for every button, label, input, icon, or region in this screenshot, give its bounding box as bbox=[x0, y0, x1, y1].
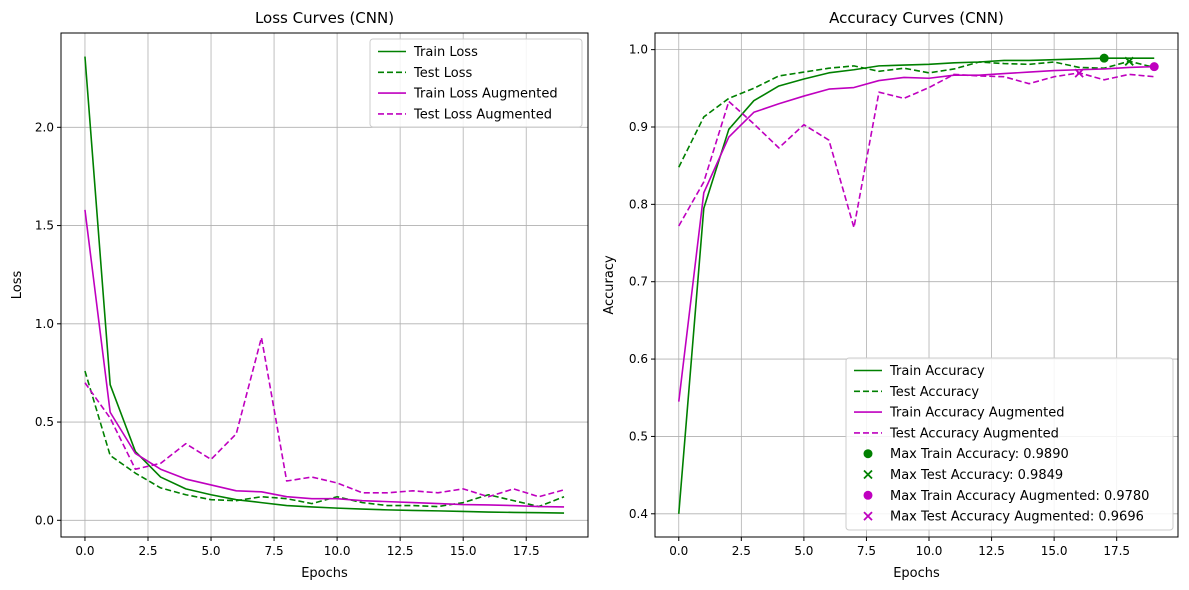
x-tick-label: 15.0 bbox=[1041, 544, 1068, 558]
y-tick-label: 2.0 bbox=[35, 120, 54, 134]
y-tick-label: 0.7 bbox=[629, 275, 648, 289]
x-tick-label: 5.0 bbox=[794, 544, 813, 558]
y-tick-label: 0.5 bbox=[35, 415, 54, 429]
y-axis-label: Loss bbox=[10, 271, 25, 300]
y-tick-label: 1.5 bbox=[35, 219, 54, 233]
x-tick-label: 5.0 bbox=[201, 544, 220, 558]
x-tick-label: 7.5 bbox=[265, 544, 284, 558]
legend-entry: Test Accuracy bbox=[889, 385, 979, 400]
y-tick-label: 0.9 bbox=[629, 120, 648, 134]
legend-entry: Train Loss Augmented bbox=[413, 87, 558, 102]
max-marker-2 bbox=[1124, 56, 1134, 66]
x-tick-label: 0.0 bbox=[669, 544, 688, 558]
legend-entry: Max Train Accuracy Augmented: 0.9780 bbox=[890, 489, 1149, 504]
legend-entry: Test Loss bbox=[413, 66, 472, 81]
legend-entry: Max Test Accuracy: 0.9849 bbox=[890, 468, 1063, 483]
legend: Train Loss Test Loss Train Loss Augmented T… bbox=[369, 38, 583, 128]
x-tick-label: 0.0 bbox=[75, 544, 94, 558]
series-line-4 bbox=[84, 336, 565, 498]
max-marker-3 bbox=[1149, 62, 1159, 72]
legend-marker bbox=[863, 511, 873, 521]
chart-title: Accuracy Curves (CNN) bbox=[829, 9, 1004, 27]
series-line-1 bbox=[84, 56, 565, 514]
legend-box bbox=[845, 357, 1174, 531]
legend-entry: Train Loss bbox=[413, 45, 478, 60]
legend-entry: Max Test Accuracy Augmented: 0.9696 bbox=[890, 510, 1144, 525]
series-line-4 bbox=[678, 72, 1155, 229]
series-line-2 bbox=[84, 370, 565, 508]
legend-marker bbox=[863, 490, 873, 500]
legend-entry: Max Train Accuracy: 0.9890 bbox=[890, 447, 1069, 462]
series-line-2 bbox=[678, 60, 1155, 168]
y-tick-label: 1.0 bbox=[629, 43, 648, 57]
x-tick-label: 10.0 bbox=[324, 544, 351, 558]
legend-marker bbox=[863, 449, 873, 459]
max-marker-1 bbox=[1099, 53, 1109, 63]
x-tick-label: 12.5 bbox=[978, 544, 1005, 558]
series-line-3 bbox=[84, 209, 565, 508]
x-tick-label: 17.5 bbox=[1103, 544, 1130, 558]
legend-box bbox=[369, 38, 583, 128]
legend-entry: Test Loss Augmented bbox=[413, 107, 552, 122]
x-tick-label: 10.0 bbox=[916, 544, 943, 558]
legend-entry: Train Accuracy Augmented bbox=[889, 406, 1064, 421]
series-line-1 bbox=[677, 57, 1155, 514]
y-tick-label: 0.0 bbox=[35, 513, 54, 527]
plot-frame bbox=[654, 32, 1179, 538]
legend-entry: Train Accuracy bbox=[889, 364, 985, 379]
legend-entry: Test Accuracy Augmented bbox=[889, 426, 1059, 441]
x-tick-label: 2.5 bbox=[732, 544, 751, 558]
plot-frame bbox=[60, 32, 589, 538]
x-tick-label: 7.5 bbox=[857, 544, 876, 558]
legend-marker bbox=[863, 469, 873, 480]
max-marker-4 bbox=[1074, 68, 1084, 78]
x-axis-label: Epochs bbox=[893, 566, 940, 581]
loss-chart: 0.0 2.5 5.0 7.5 10.0 12.5 15.0 17.5 0.0 0.5 1.0 1.5… bbox=[10, 9, 589, 581]
accuracy-chart: 0.0 2.5 5.0 7.5 10.0 12.5 15.0 17.5 0.4 0.5 0.6 0.7… bbox=[602, 9, 1179, 581]
x-tick-label: 15.0 bbox=[450, 544, 477, 558]
legend: Train Accuracy Test Accuracy Train Accurac… bbox=[845, 357, 1174, 531]
x-tick-label: 17.5 bbox=[513, 544, 540, 558]
x-tick-label: 2.5 bbox=[138, 544, 157, 558]
y-tick-label: 1.0 bbox=[35, 317, 54, 331]
x-axis-label: Epochs bbox=[301, 566, 348, 581]
x-tick-label: 12.5 bbox=[387, 544, 414, 558]
y-axis-label: Accuracy bbox=[602, 255, 617, 315]
y-tick-label: 0.8 bbox=[629, 197, 648, 211]
y-tick-label: 0.5 bbox=[629, 429, 648, 443]
y-tick-label: 0.4 bbox=[629, 507, 648, 521]
series-line-3 bbox=[677, 65, 1155, 402]
y-tick-label: 0.6 bbox=[629, 352, 648, 366]
chart-title: Loss Curves (CNN) bbox=[255, 9, 394, 27]
